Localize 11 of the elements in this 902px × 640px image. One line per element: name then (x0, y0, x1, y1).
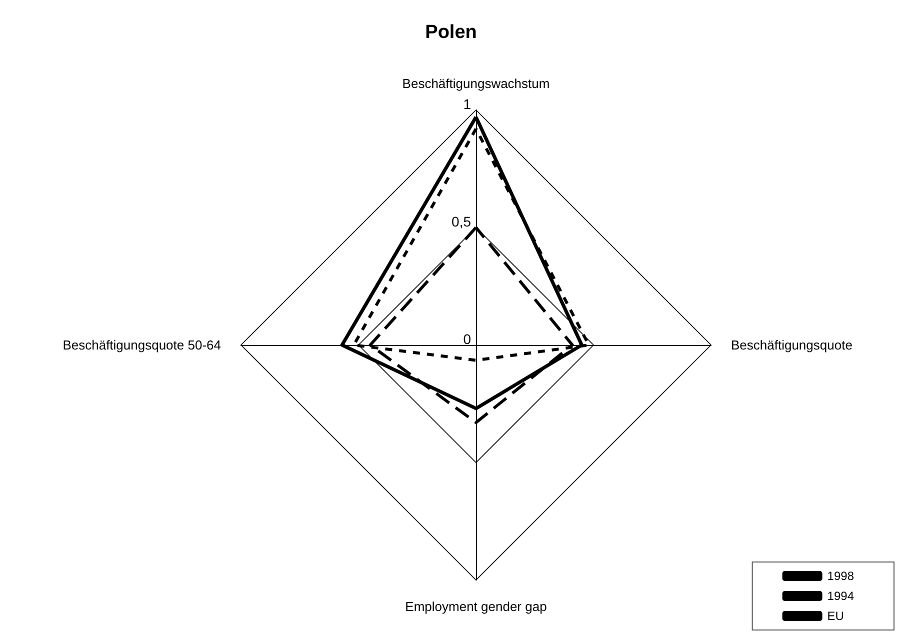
y-tick-label: 1 (463, 96, 472, 112)
y-tick-label: 0 (463, 331, 472, 347)
chart-title: Polen (425, 22, 477, 43)
spoke-label: Employment gender gap (405, 599, 547, 614)
legend-label: EU (827, 609, 844, 623)
spoke-label: Beschäftigungsquote (731, 338, 852, 352)
y-tick-label: 0,5 (452, 214, 472, 230)
spoke-label: Beschäftigungswachstum (402, 76, 550, 91)
legend-label: 1994 (827, 589, 854, 603)
spoke-label: Beschäftigungsquote 50-64 (62, 338, 221, 352)
legend-label: 1998 (827, 569, 854, 583)
